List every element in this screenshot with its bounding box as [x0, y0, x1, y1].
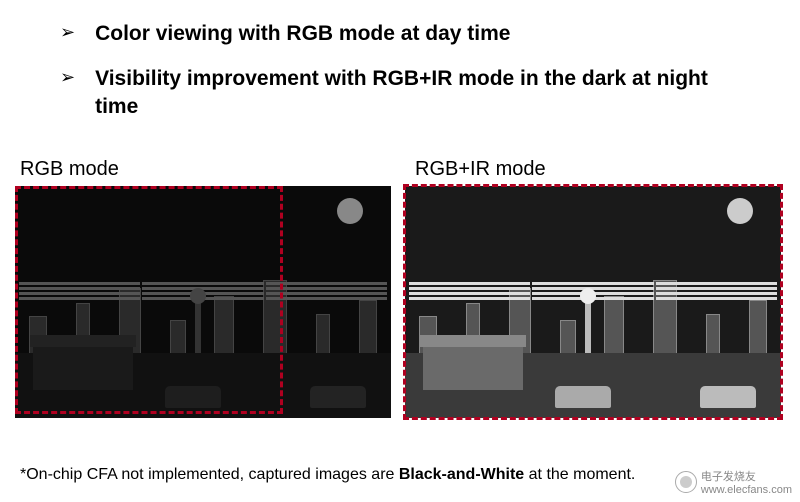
watermark: 电子发烧友 www.elecfans.com: [675, 468, 792, 496]
image-panel-rgb: [15, 186, 391, 418]
footnote-bold: Black-and-White: [399, 466, 524, 483]
footnote-text: *On-chip CFA not implemented, captured i…: [20, 466, 635, 484]
moon-icon: [337, 198, 363, 224]
tower: [585, 298, 591, 358]
car-right: [700, 386, 756, 408]
tower: [195, 298, 201, 358]
rgb-mode-dark-image: [15, 186, 391, 418]
car-left: [165, 386, 221, 408]
image-panel-rgbir: [405, 186, 781, 418]
car-right: [310, 386, 366, 408]
watermark-text-2: www.elecfans.com: [701, 484, 792, 496]
footnote-suffix: at the moment.: [524, 466, 635, 483]
mode-labels-row: RGB mode RGB+IR mode: [0, 158, 800, 181]
bullet-marker-icon: ➢: [60, 22, 75, 43]
footnote-prefix: *On-chip CFA not implemented, captured i…: [20, 466, 399, 483]
watermark-text-1: 电子发烧友: [701, 468, 792, 484]
bullet-text-2: Visibility improvement with RGB+IR mode …: [95, 65, 715, 120]
bullet-list: ➢ Color viewing with RGB mode at day tim…: [0, 0, 800, 148]
label-rgb-mode: RGB mode: [20, 158, 415, 181]
bullet-item-1: ➢ Color viewing with RGB mode at day tim…: [60, 20, 760, 47]
car-left: [555, 386, 611, 408]
bullet-marker-icon: ➢: [60, 67, 75, 88]
bullet-item-2: ➢ Visibility improvement with RGB+IR mod…: [60, 65, 760, 120]
watermark-icon: [675, 471, 697, 493]
house: [423, 345, 523, 390]
label-rgbir-mode: RGB+IR mode: [415, 158, 546, 181]
moon-icon: [727, 198, 753, 224]
comparison-images-row: [0, 181, 800, 418]
bullet-text-1: Color viewing with RGB mode at day time: [95, 20, 510, 47]
house: [33, 345, 133, 390]
rgbir-mode-visible-image: [405, 186, 781, 418]
